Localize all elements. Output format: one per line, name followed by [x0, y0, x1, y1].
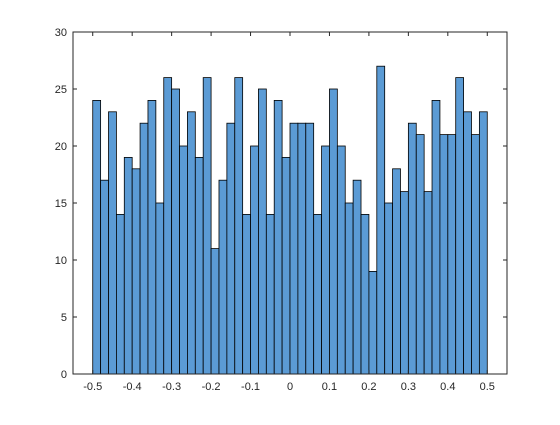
- x-axis-ticks: -0.5 -0.4 -0.3 -0.2 -0.1 0 0.1 0.2 0.3 0.4 0.5: [83, 32, 495, 393]
- y-tick-label: 5: [61, 312, 67, 324]
- y-tick-label: 10: [55, 255, 67, 267]
- histogram-bar: [281, 156, 291, 375]
- histogram-bar: [400, 191, 409, 375]
- histogram-bar: [202, 77, 212, 375]
- histogram-bar: [336, 145, 346, 375]
- x-tick-label: 0.3: [401, 381, 416, 393]
- histogram-bar: [392, 168, 401, 375]
- histogram-bar: [455, 77, 464, 375]
- histogram-bar: [289, 122, 299, 375]
- y-tick-label: 20: [55, 141, 67, 153]
- histogram-bar: [368, 270, 378, 375]
- histogram-bar: [171, 88, 180, 375]
- histogram-bar: [329, 88, 338, 375]
- histogram-bar: [352, 179, 362, 375]
- histogram-bar: [139, 122, 149, 375]
- histogram-bar: [123, 156, 133, 375]
- x-tick-label: -0.3: [162, 381, 181, 393]
- histogram-bar: [131, 168, 141, 375]
- histogram-bar: [265, 213, 275, 375]
- x-tick-label: 0.4: [440, 381, 455, 393]
- x-tick-label: -0.5: [83, 381, 102, 393]
- x-tick-label: 0.5: [480, 381, 495, 393]
- histogram-bar: [258, 88, 267, 375]
- histogram-bar: [100, 179, 109, 375]
- histogram-bar: [415, 134, 425, 375]
- histogram-bar: [242, 213, 251, 375]
- histogram-bar: [297, 122, 307, 375]
- histogram-bar: [478, 111, 488, 375]
- x-tick-label: -0.1: [241, 381, 260, 393]
- histogram-bar: [92, 100, 102, 375]
- histogram-bar: [407, 122, 417, 375]
- histogram-bar: [376, 65, 386, 375]
- y-axis-ticks: 0 5 10 15 20 25 30: [55, 27, 507, 381]
- histogram-bar: [321, 145, 330, 375]
- histogram-bar: [305, 122, 315, 375]
- histogram-bar: [116, 213, 125, 375]
- histogram-bar: [218, 179, 228, 375]
- histogram-bar: [234, 77, 244, 375]
- histogram-bar: [273, 100, 283, 375]
- y-tick-label: 0: [61, 369, 67, 381]
- histogram-bar: [431, 100, 441, 375]
- histogram-bar: [344, 202, 354, 375]
- histogram-bar: [194, 156, 204, 375]
- histogram-bar: [155, 202, 165, 375]
- x-tick-label: 0.2: [361, 381, 376, 393]
- histogram-bar: [360, 213, 370, 375]
- y-tick-label: 25: [55, 84, 67, 96]
- histogram-bar: [439, 134, 449, 375]
- histogram-bar: [179, 145, 188, 375]
- histogram-bar: [108, 111, 117, 375]
- histogram-bar: [423, 191, 433, 375]
- histogram-bar: [250, 145, 259, 375]
- histogram-bar: [210, 248, 220, 375]
- x-tick-label: -0.2: [202, 381, 221, 393]
- x-tick-label: -0.4: [123, 381, 142, 393]
- histogram-bar: [384, 202, 393, 375]
- histogram-bar: [471, 134, 480, 375]
- bars-group: [92, 65, 488, 375]
- histogram-bar: [447, 134, 457, 375]
- histogram-bar: [163, 77, 173, 375]
- histogram-bar: [313, 213, 322, 375]
- histogram-bar: [147, 100, 157, 375]
- histogram-bar: [226, 122, 236, 375]
- y-tick-label: 30: [55, 27, 67, 39]
- histogram-bar: [463, 111, 472, 375]
- y-tick-label: 15: [55, 198, 67, 210]
- x-tick-label: 0: [287, 381, 293, 393]
- x-tick-label: 0.1: [322, 381, 337, 393]
- histogram-bar: [187, 111, 196, 375]
